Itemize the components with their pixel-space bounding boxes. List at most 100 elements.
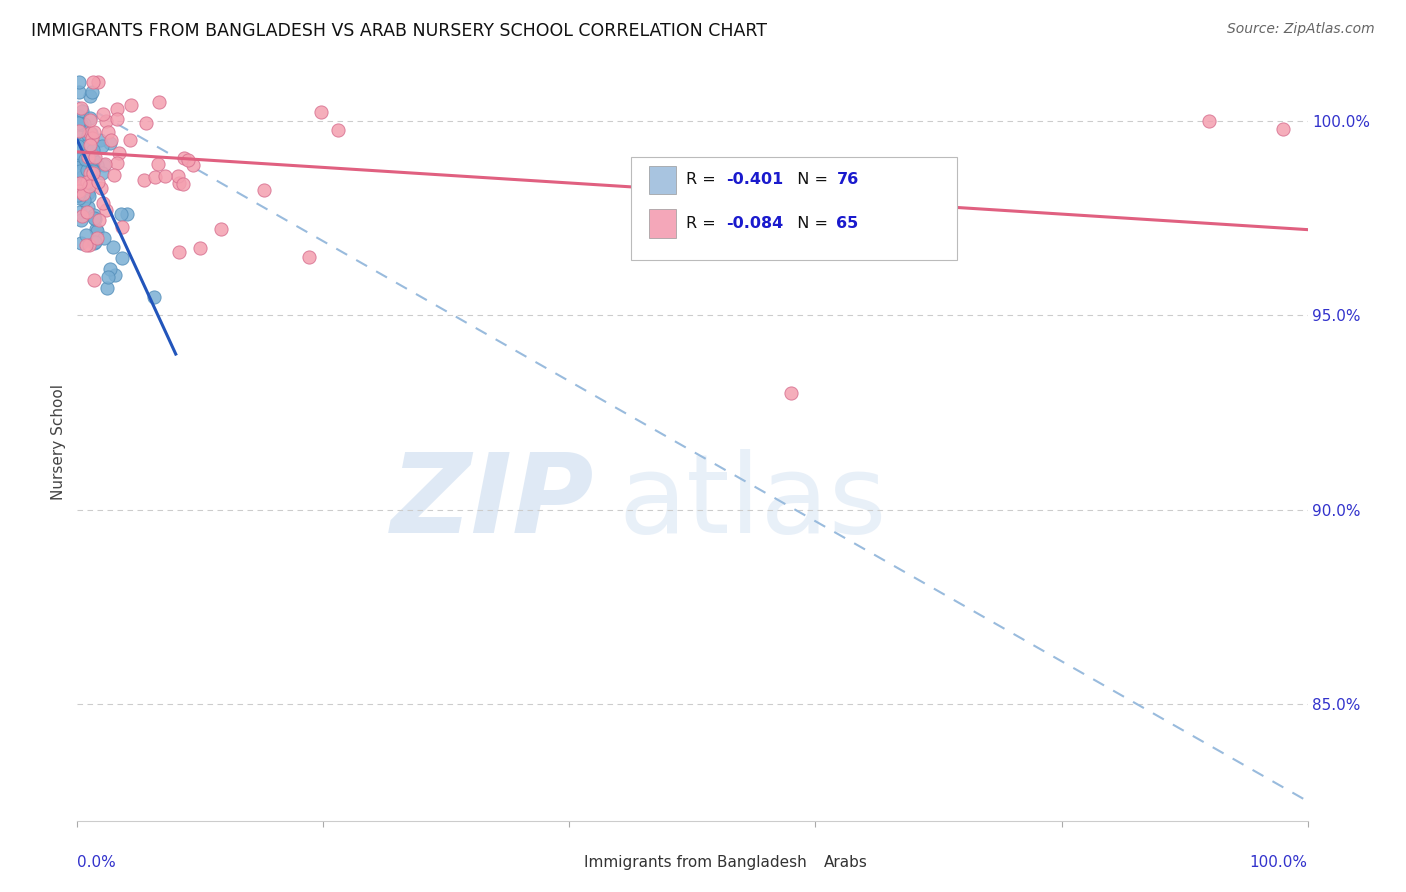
Point [90,139,112,153]
Text: -0.084: -0.084 [725,216,783,231]
Point [77,200,100,214]
Point [111,251,134,265]
Point [135,116,157,130]
Point [780,386,803,401]
Point [67,184,90,198]
Point [67,192,90,206]
Text: 0.0%: 0.0% [77,855,117,870]
Point [69,176,91,190]
Point [76,154,98,169]
Point [253,183,276,197]
Text: -0.401: -0.401 [725,172,783,187]
Point [69,145,91,160]
Point [103,239,125,253]
Point [143,170,166,185]
Point [82,161,104,176]
Point [66,161,89,175]
Point [79,111,101,125]
Point [94,203,117,218]
Point [69,136,91,150]
Point [67,109,90,123]
Point [169,245,191,260]
Point [105,156,128,170]
Point [120,97,142,112]
FancyBboxPatch shape [650,209,676,237]
Point [67,138,90,153]
Point [75,238,97,252]
Point [172,177,194,191]
Point [173,151,195,165]
Point [67,123,90,137]
Point [77,179,100,194]
Point [87,75,110,89]
Point [75,152,97,166]
Point [77,152,100,166]
Point [67,86,90,100]
Point [76,128,98,142]
Y-axis label: Nursery School: Nursery School [51,384,66,500]
Text: IMMIGRANTS FROM BANGLADESH VS ARAB NURSERY SCHOOL CORRELATION CHART: IMMIGRANTS FROM BANGLADESH VS ARAB NURSE… [31,22,766,40]
Point [93,107,115,121]
Point [142,290,165,304]
Point [75,228,97,243]
Point [167,176,190,190]
Point [94,114,117,128]
Point [72,177,94,191]
Point [1198,113,1220,128]
Point [83,208,105,222]
Point [100,136,122,150]
Point [86,231,108,245]
Point [105,112,128,126]
Point [96,281,118,295]
FancyBboxPatch shape [631,157,957,260]
Text: Arabs: Arabs [824,855,868,870]
Point [83,153,105,167]
Point [87,175,110,189]
Text: N =: N = [787,216,834,231]
Point [72,157,94,171]
Point [82,143,104,157]
Point [79,164,101,178]
Point [83,273,105,287]
Text: 100.0%: 100.0% [1250,855,1308,870]
Point [77,150,100,164]
Text: N =: N = [787,172,834,187]
Point [83,236,105,251]
Point [89,213,111,227]
Point [67,116,90,130]
Point [110,207,132,221]
Point [115,207,138,221]
Point [82,164,104,178]
Point [77,153,100,167]
Text: Source: ZipAtlas.com: Source: ZipAtlas.com [1227,22,1375,37]
Point [80,126,103,140]
Point [76,176,98,190]
Point [75,139,97,153]
Point [82,131,104,145]
Point [69,178,91,193]
Point [118,133,141,147]
FancyBboxPatch shape [546,852,572,873]
Text: 76: 76 [837,172,859,187]
Point [72,186,94,201]
Point [108,145,131,160]
Point [104,268,127,283]
Point [73,193,96,207]
Point [100,133,122,147]
Text: atlas: atlas [619,449,887,556]
Point [70,104,93,119]
Point [67,153,90,167]
Text: R =: R = [686,216,721,231]
Point [177,153,200,167]
Point [103,168,125,182]
Point [93,231,115,245]
Point [77,186,100,200]
Point [79,113,101,128]
Point [79,166,101,180]
Point [83,125,105,139]
Point [72,178,94,192]
Point [76,163,98,178]
Text: R =: R = [686,172,721,187]
Point [67,116,90,130]
Point [183,158,205,172]
